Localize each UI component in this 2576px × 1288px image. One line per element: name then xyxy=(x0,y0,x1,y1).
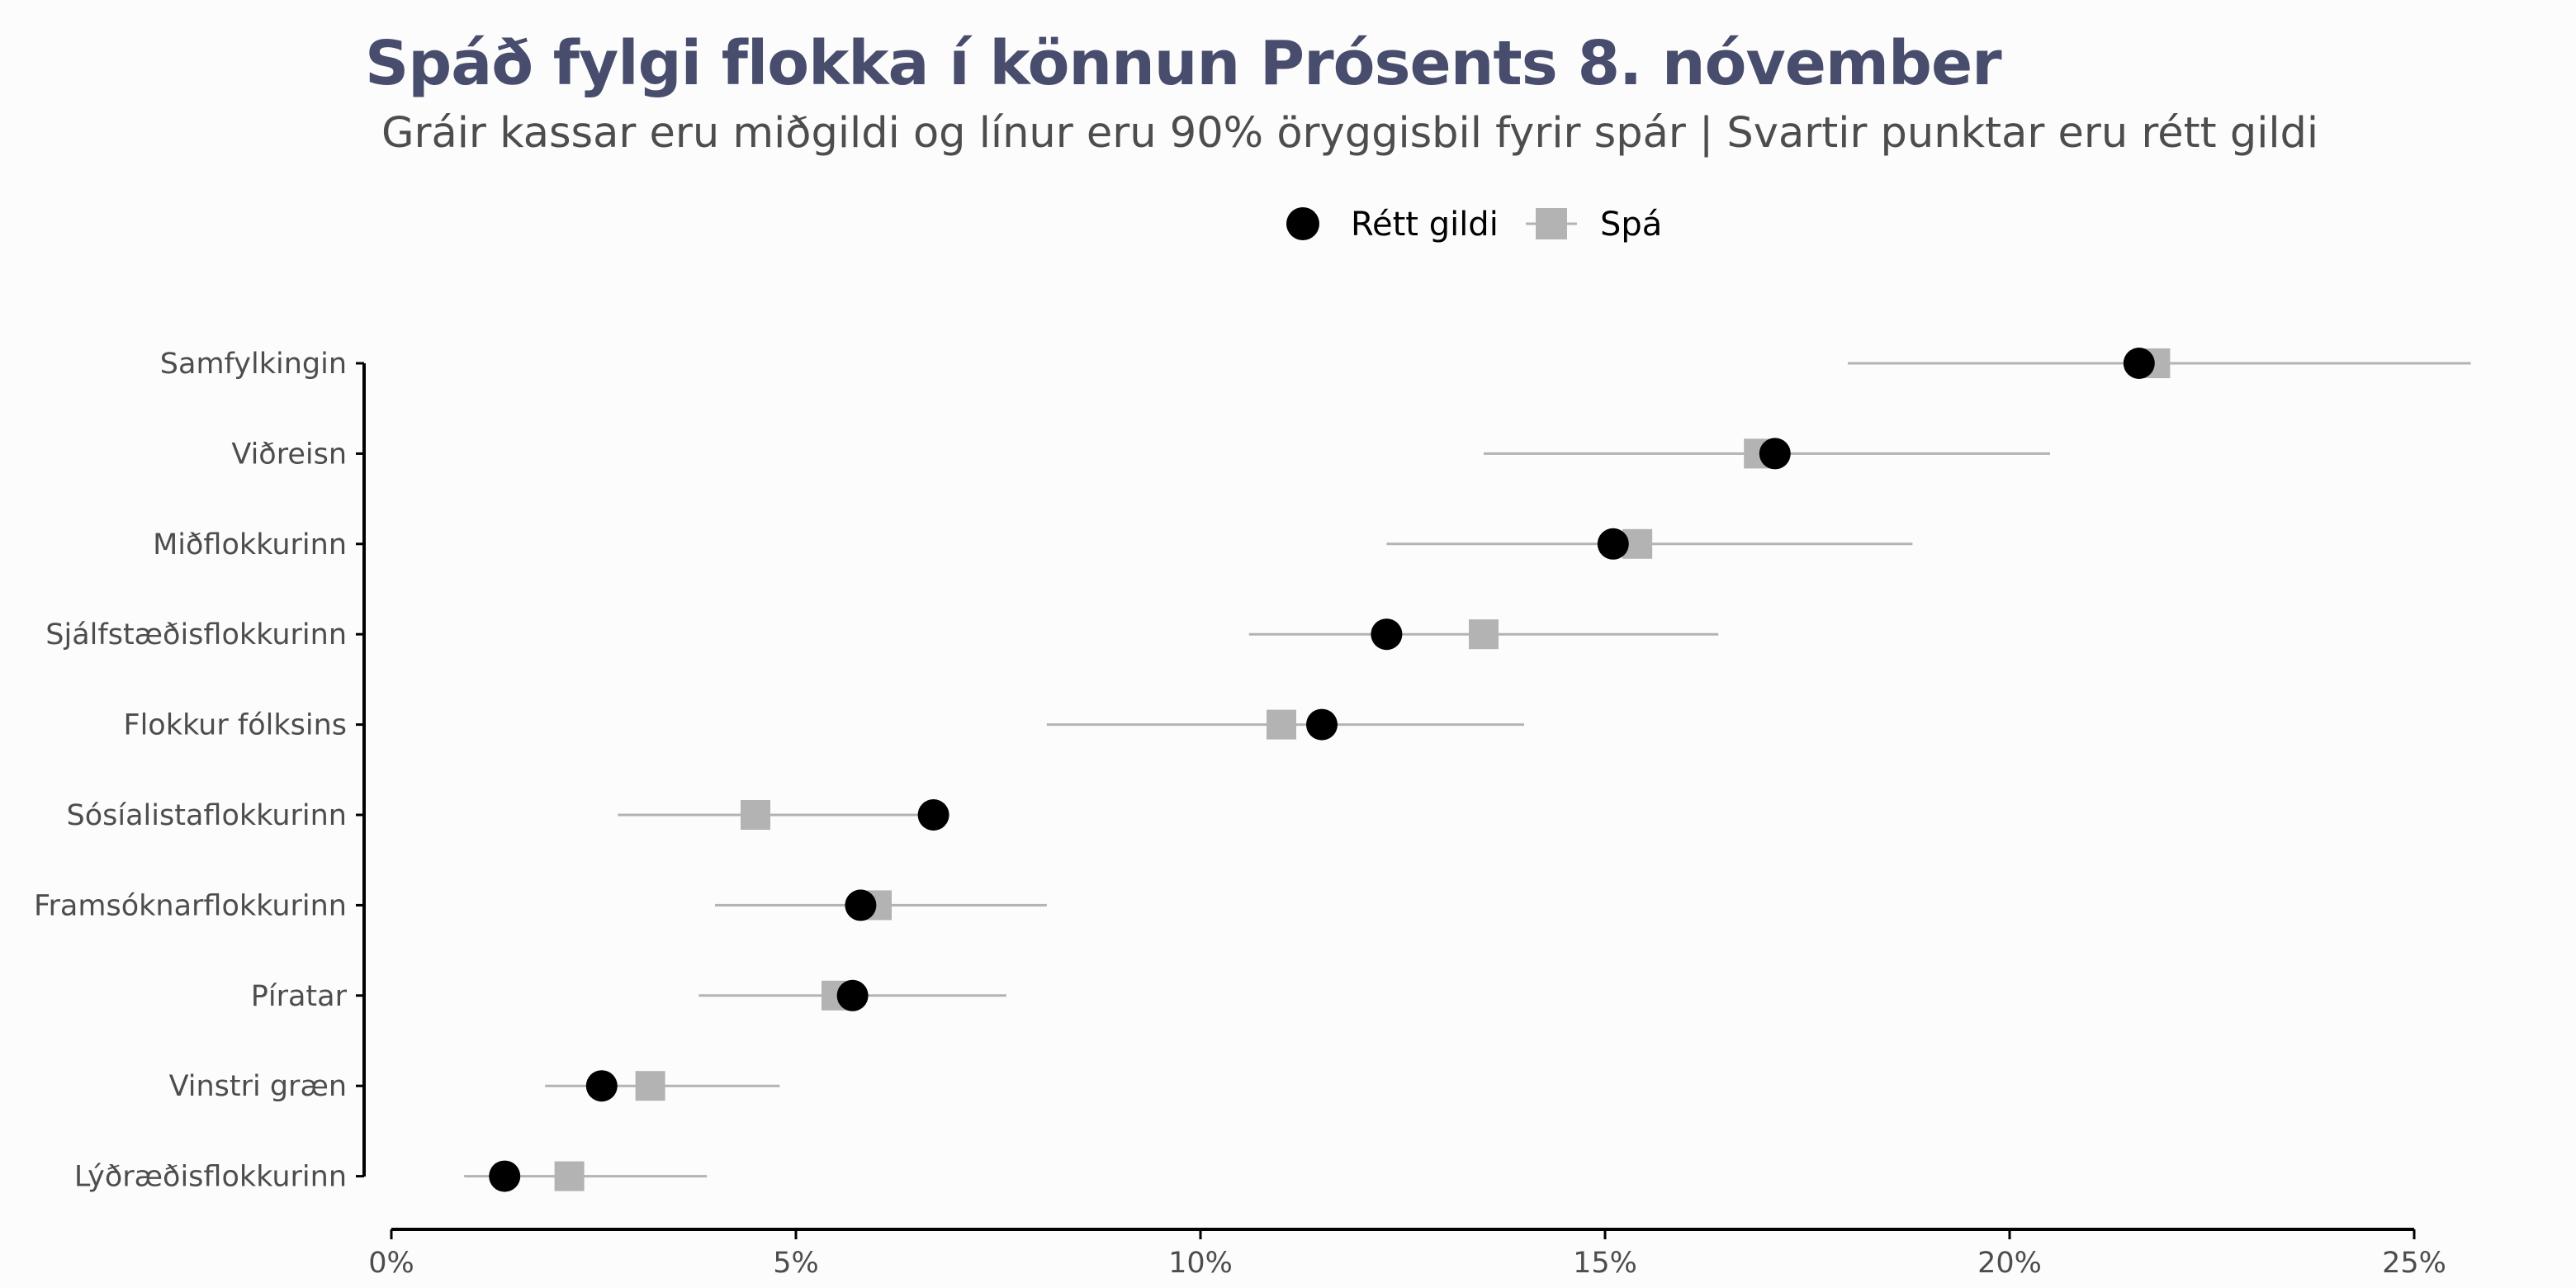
y-tick-label: Framsóknarflokkurinn xyxy=(34,889,347,922)
legend-forecast-label: Spá xyxy=(1600,206,1662,244)
x-axis: 0% 5% 10% 15% 20% 25% xyxy=(368,1229,2446,1280)
x-tick-label: 10% xyxy=(1168,1247,1233,1280)
forecast-median-marker xyxy=(554,1161,585,1191)
x-tick-label: 0% xyxy=(368,1247,414,1280)
actual-value-point xyxy=(1306,708,1338,741)
y-tick-label: Sósíalistaflokkurinn xyxy=(67,799,347,832)
forecast-median-marker xyxy=(1267,709,1296,740)
y-tick-label: Viðreisn xyxy=(231,438,347,471)
actual-value-point xyxy=(2123,348,2155,379)
legend-actual-symbol xyxy=(1286,207,1319,240)
actual-value-point xyxy=(845,889,877,921)
y-tick-label: Samfylkingin xyxy=(160,348,347,381)
actual-value-point xyxy=(1371,618,1403,651)
x-tick-label: 20% xyxy=(1977,1247,2042,1280)
y-tick-label: Vinstri græn xyxy=(169,1070,347,1103)
forecast-median-marker xyxy=(635,1071,665,1101)
forecast-median-marker xyxy=(1469,619,1499,650)
y-tick-label: Miðflokkurinn xyxy=(153,528,347,561)
actual-value-point xyxy=(489,1160,521,1192)
y-axis: Samfylkingin Viðreisn Miðflokkurinn Sjálfst… xyxy=(34,348,364,1194)
y-tick-label: Sjálfstæðisflokkurinn xyxy=(45,618,347,651)
legend-forecast-symbol xyxy=(1536,208,1567,239)
chart-title: Spáð fylgi flokka í könnun Prósents 8. n… xyxy=(365,28,2002,99)
x-tick-label: 25% xyxy=(2382,1247,2446,1280)
chart-subtitle: Gráir kassar eru miðgildi og línur eru 9… xyxy=(381,109,2319,158)
actual-value-point xyxy=(1597,528,1629,560)
y-tick-label: Flokkur fólksins xyxy=(123,709,347,742)
data-marks xyxy=(464,348,2471,1192)
x-tick-label: 5% xyxy=(773,1247,819,1280)
actual-value-point xyxy=(1759,438,1791,470)
legend-actual-label: Rétt gildi xyxy=(1351,206,1499,244)
forecast-median-marker xyxy=(741,800,770,830)
x-tick-label: 15% xyxy=(1573,1247,1637,1280)
y-tick-label: Lýðræðisflokkurinn xyxy=(74,1161,347,1194)
legend: Rétt gildi Spá xyxy=(1286,206,1662,244)
actual-value-point xyxy=(917,799,949,831)
actual-value-point xyxy=(585,1070,618,1102)
actual-value-point xyxy=(836,979,869,1011)
y-tick-label: Píratar xyxy=(251,980,348,1013)
